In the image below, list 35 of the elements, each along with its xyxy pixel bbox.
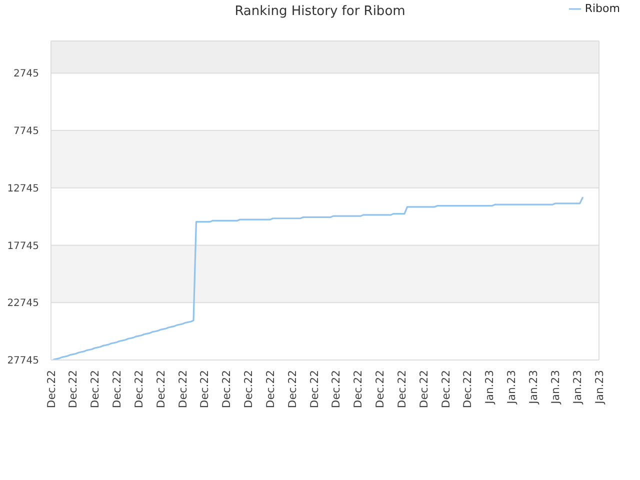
line-series bbox=[52, 196, 584, 360]
x-tick-label: Dec.22 bbox=[396, 370, 408, 408]
x-tick-label: Jan.23 bbox=[570, 370, 584, 405]
legend-label: Ribom bbox=[584, 2, 620, 15]
x-tick-label: Dec.22 bbox=[374, 370, 387, 408]
x-tick-label: Dec.22 bbox=[242, 370, 256, 408]
x-tick-label: Jan.23 bbox=[483, 370, 496, 405]
x-tick-label: Dec.22 bbox=[198, 370, 212, 408]
y-tick-label: 7745 bbox=[14, 126, 39, 138]
x-tick-label: Dec.22 bbox=[110, 370, 124, 408]
y-tick-label: 12745 bbox=[7, 183, 39, 194]
x-tick-label: Jan.23 bbox=[527, 370, 540, 405]
chart-title: Ranking History for Ribom bbox=[234, 4, 406, 19]
x-tick-label: Dec.22 bbox=[439, 370, 452, 408]
x-tick-label: Dec.22 bbox=[154, 370, 168, 408]
x-tick-label: Dec.22 bbox=[330, 370, 343, 408]
y-tick-label: 22745 bbox=[7, 298, 39, 310]
y-tick-label: 17745 bbox=[7, 240, 39, 252]
x-tick-label: Dec.22 bbox=[176, 370, 190, 408]
x-tick-label: Dec.22 bbox=[88, 370, 102, 408]
x-tick-label: Jan.23 bbox=[592, 370, 606, 405]
x-tick-label: Dec.22 bbox=[132, 370, 146, 408]
x-tick-label: Dec.22 bbox=[264, 370, 277, 408]
y-tick-label: 27745 bbox=[7, 356, 39, 367]
x-tick-label: Dec.22 bbox=[308, 370, 321, 408]
x-tick-label: Dec.22 bbox=[417, 370, 430, 408]
x-tick-label: Jan.23 bbox=[548, 370, 562, 405]
x-tick-label: Dec.22 bbox=[66, 370, 80, 408]
x-tick-label: Dec.22 bbox=[220, 370, 234, 408]
x-tick-label: Dec.22 bbox=[286, 370, 299, 408]
x-tick-label: Dec.22 bbox=[352, 370, 365, 408]
x-tick-label: Dec.22 bbox=[44, 370, 58, 408]
x-tick-label: Jan.23 bbox=[505, 370, 518, 405]
x-tick-label: Dec.22 bbox=[461, 370, 474, 408]
y-tick-label: 2745 bbox=[14, 68, 39, 80]
